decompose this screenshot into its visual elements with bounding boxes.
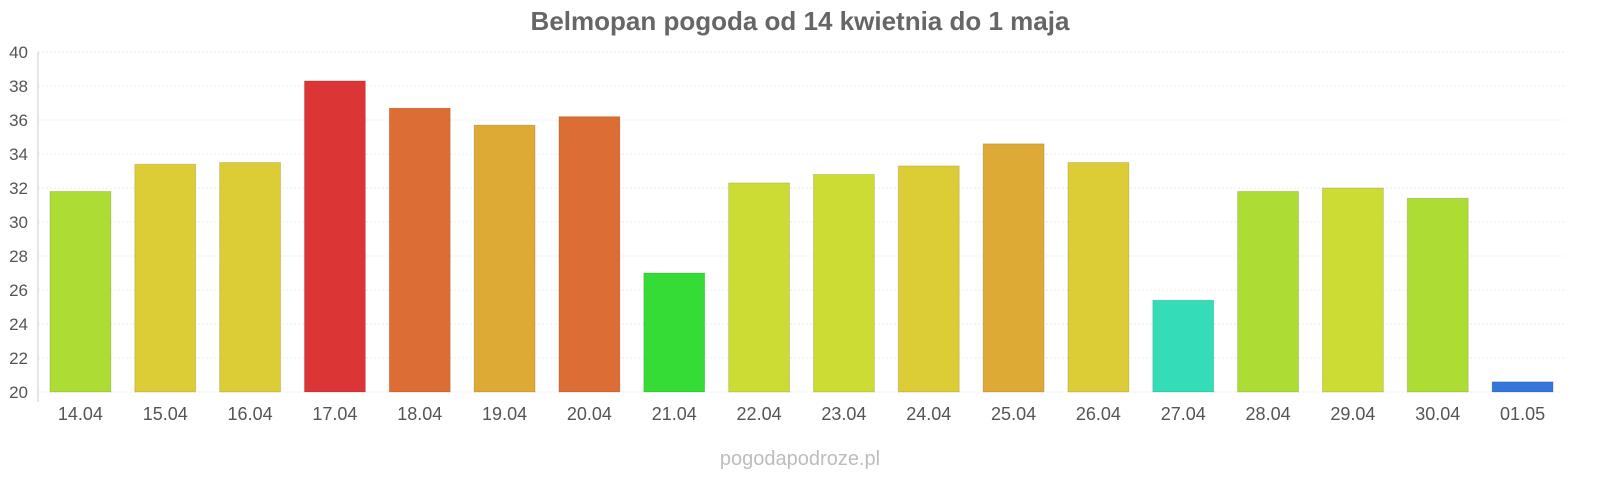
bar-19.04 xyxy=(473,124,536,393)
x-tick-label: 01.05 xyxy=(1500,404,1545,424)
x-tick-labels: 14.04 15.04 16.04 17.04 18.04 19.04 20.04 21.04… xyxy=(58,404,1545,424)
x-tick-label: 23.04 xyxy=(821,404,866,424)
x-tick-label: 15.04 xyxy=(143,404,188,424)
y-tick-label: 40 xyxy=(9,43,28,62)
x-tick-label: 22.04 xyxy=(737,404,782,424)
bar-30.04 xyxy=(1406,197,1469,393)
bar-01.05 xyxy=(1491,381,1554,393)
y-tick-label: 38 xyxy=(9,77,28,96)
y-tick-label: 32 xyxy=(9,179,28,198)
x-tick-label: 24.04 xyxy=(906,404,951,424)
x-tick-label: 14.04 xyxy=(58,404,103,424)
x-tick-label: 17.04 xyxy=(312,404,357,424)
bar-28.04 xyxy=(1237,190,1300,393)
x-tick-label: 19.04 xyxy=(482,404,527,424)
x-tick-label: 26.04 xyxy=(1076,404,1121,424)
y-tick-label: 36 xyxy=(9,111,28,130)
y-tick-label: 30 xyxy=(9,213,28,232)
y-tick-label: 26 xyxy=(9,281,28,300)
x-tick-label: 27.04 xyxy=(1161,404,1206,424)
bar-16.04 xyxy=(219,162,282,393)
bar-15.04 xyxy=(134,163,197,393)
y-tick-label: 20 xyxy=(9,383,28,402)
bar-22.04 xyxy=(728,182,791,393)
bar-23.04 xyxy=(812,173,875,393)
bar-18.04 xyxy=(388,107,451,393)
x-tick-label: 30.04 xyxy=(1415,404,1460,424)
watermark: pogodapodroze.pl xyxy=(719,448,881,470)
y-tick-labels: 20 22 24 26 28 30 32 34 36 38 40 xyxy=(9,43,28,402)
bar-24.04 xyxy=(897,165,960,393)
y-tick-label: 22 xyxy=(9,349,28,368)
x-tick-label: 25.04 xyxy=(991,404,1036,424)
bar-25.04 xyxy=(982,143,1045,393)
grid-lines xyxy=(38,51,1565,393)
y-tick-label: 34 xyxy=(9,145,28,164)
x-tick-label: 29.04 xyxy=(1330,404,1375,424)
bars xyxy=(49,80,1554,393)
bar-17.04 xyxy=(303,80,366,393)
bar-20.04 xyxy=(558,116,621,393)
x-tick-label: 20.04 xyxy=(567,404,612,424)
bar-29.04 xyxy=(1321,187,1384,393)
y-tick-label: 24 xyxy=(9,315,28,334)
bar-27.04 xyxy=(1152,299,1215,393)
bar-26.04 xyxy=(1067,162,1130,393)
bar-21.04 xyxy=(643,272,706,393)
chart-title: Belmopan pogoda od 14 kwietnia do 1 maja xyxy=(530,6,1070,36)
x-tick-label: 18.04 xyxy=(397,404,442,424)
x-tick-label: 16.04 xyxy=(228,404,273,424)
bar-14.04 xyxy=(49,190,112,393)
x-tick-label: 28.04 xyxy=(1246,404,1291,424)
y-tick-label: 28 xyxy=(9,247,28,266)
x-tick-label: 21.04 xyxy=(652,404,697,424)
